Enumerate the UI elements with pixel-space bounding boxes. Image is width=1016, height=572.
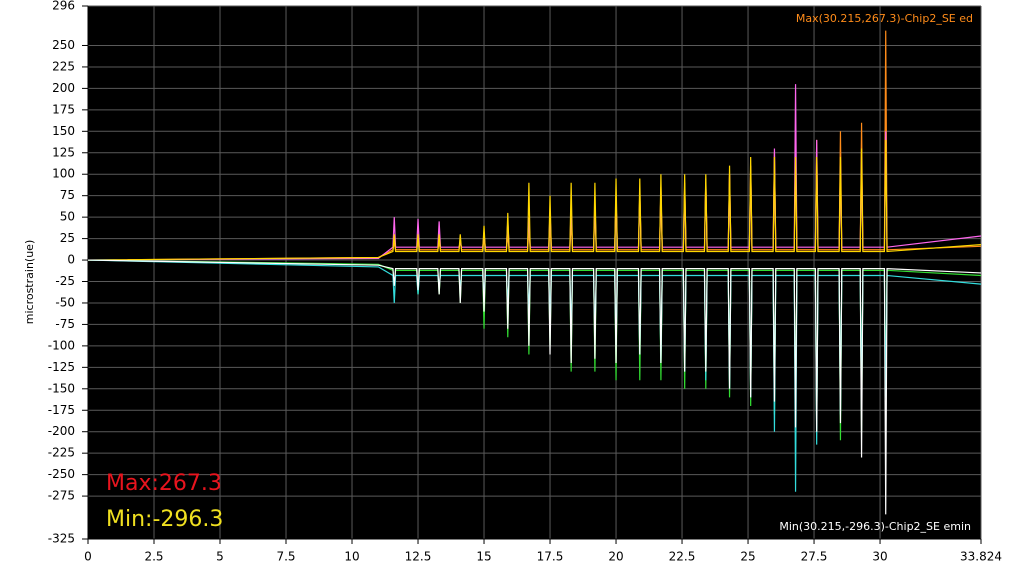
x-tick-label: 15 xyxy=(476,550,491,564)
x-tick-label: 22.5 xyxy=(669,550,696,564)
x-tick-label: 25 xyxy=(740,550,755,564)
y-tick-label: -200 xyxy=(48,424,75,438)
y-tick-label: 25 xyxy=(60,231,75,245)
x-tick-label: 10 xyxy=(344,550,359,564)
y-tick-label: -100 xyxy=(48,338,75,352)
y-tick-label: -75 xyxy=(55,317,75,331)
y-tick-label: 125 xyxy=(52,145,75,159)
y-tick-label: 75 xyxy=(60,188,75,202)
x-tick-label: 2.5 xyxy=(144,550,163,564)
y-tick-label: -150 xyxy=(48,381,75,395)
x-tick-label: 5 xyxy=(216,550,224,564)
y-tick-label: -275 xyxy=(48,489,75,503)
x-tick-label: 7.5 xyxy=(276,550,295,564)
min-series-annotation: Min(30.215,-296.3)-Chip2_SE emin xyxy=(779,520,971,533)
y-tick-label: 200 xyxy=(52,81,75,95)
x-tick-label: 17.5 xyxy=(537,550,564,564)
y-tick-label: -125 xyxy=(48,360,75,374)
y-tick-label: -325 xyxy=(48,532,75,546)
y-tick-label: 100 xyxy=(52,167,75,181)
max-annotation: Max:267.3 xyxy=(106,471,222,496)
series-line xyxy=(87,259,982,515)
x-tick-label: 30 xyxy=(872,550,887,564)
y-tick-label: 250 xyxy=(52,38,75,52)
max-series-annotation: Max(30.215,267.3)-Chip2_SE ed xyxy=(796,12,973,25)
min-annotation: Min:-296.3 xyxy=(106,507,223,532)
y-axis-label: microstrain(ue) xyxy=(23,240,36,325)
y-tick-label: 0 xyxy=(67,253,75,267)
x-tick-label: 33.824 xyxy=(960,550,1002,564)
y-tick-label: 175 xyxy=(52,102,75,116)
series-line xyxy=(87,139,982,261)
y-tick-label: 225 xyxy=(52,59,75,73)
x-tick-label: 12.5 xyxy=(405,550,432,564)
x-tick-label: 20 xyxy=(608,550,623,564)
y-tick-label: 50 xyxy=(60,210,75,224)
x-tick-label: 27.5 xyxy=(801,550,828,564)
y-tick-label: -25 xyxy=(55,274,75,288)
y-tick-label: 150 xyxy=(52,124,75,138)
x-tick-label: 0 xyxy=(84,550,92,564)
y-tick-label: 296 xyxy=(52,0,75,13)
y-tick-label: -250 xyxy=(48,467,75,481)
plot-area xyxy=(88,6,981,539)
y-tick-label: -175 xyxy=(48,403,75,417)
y-tick-label: -50 xyxy=(55,295,75,309)
y-tick-label: -225 xyxy=(48,446,75,460)
